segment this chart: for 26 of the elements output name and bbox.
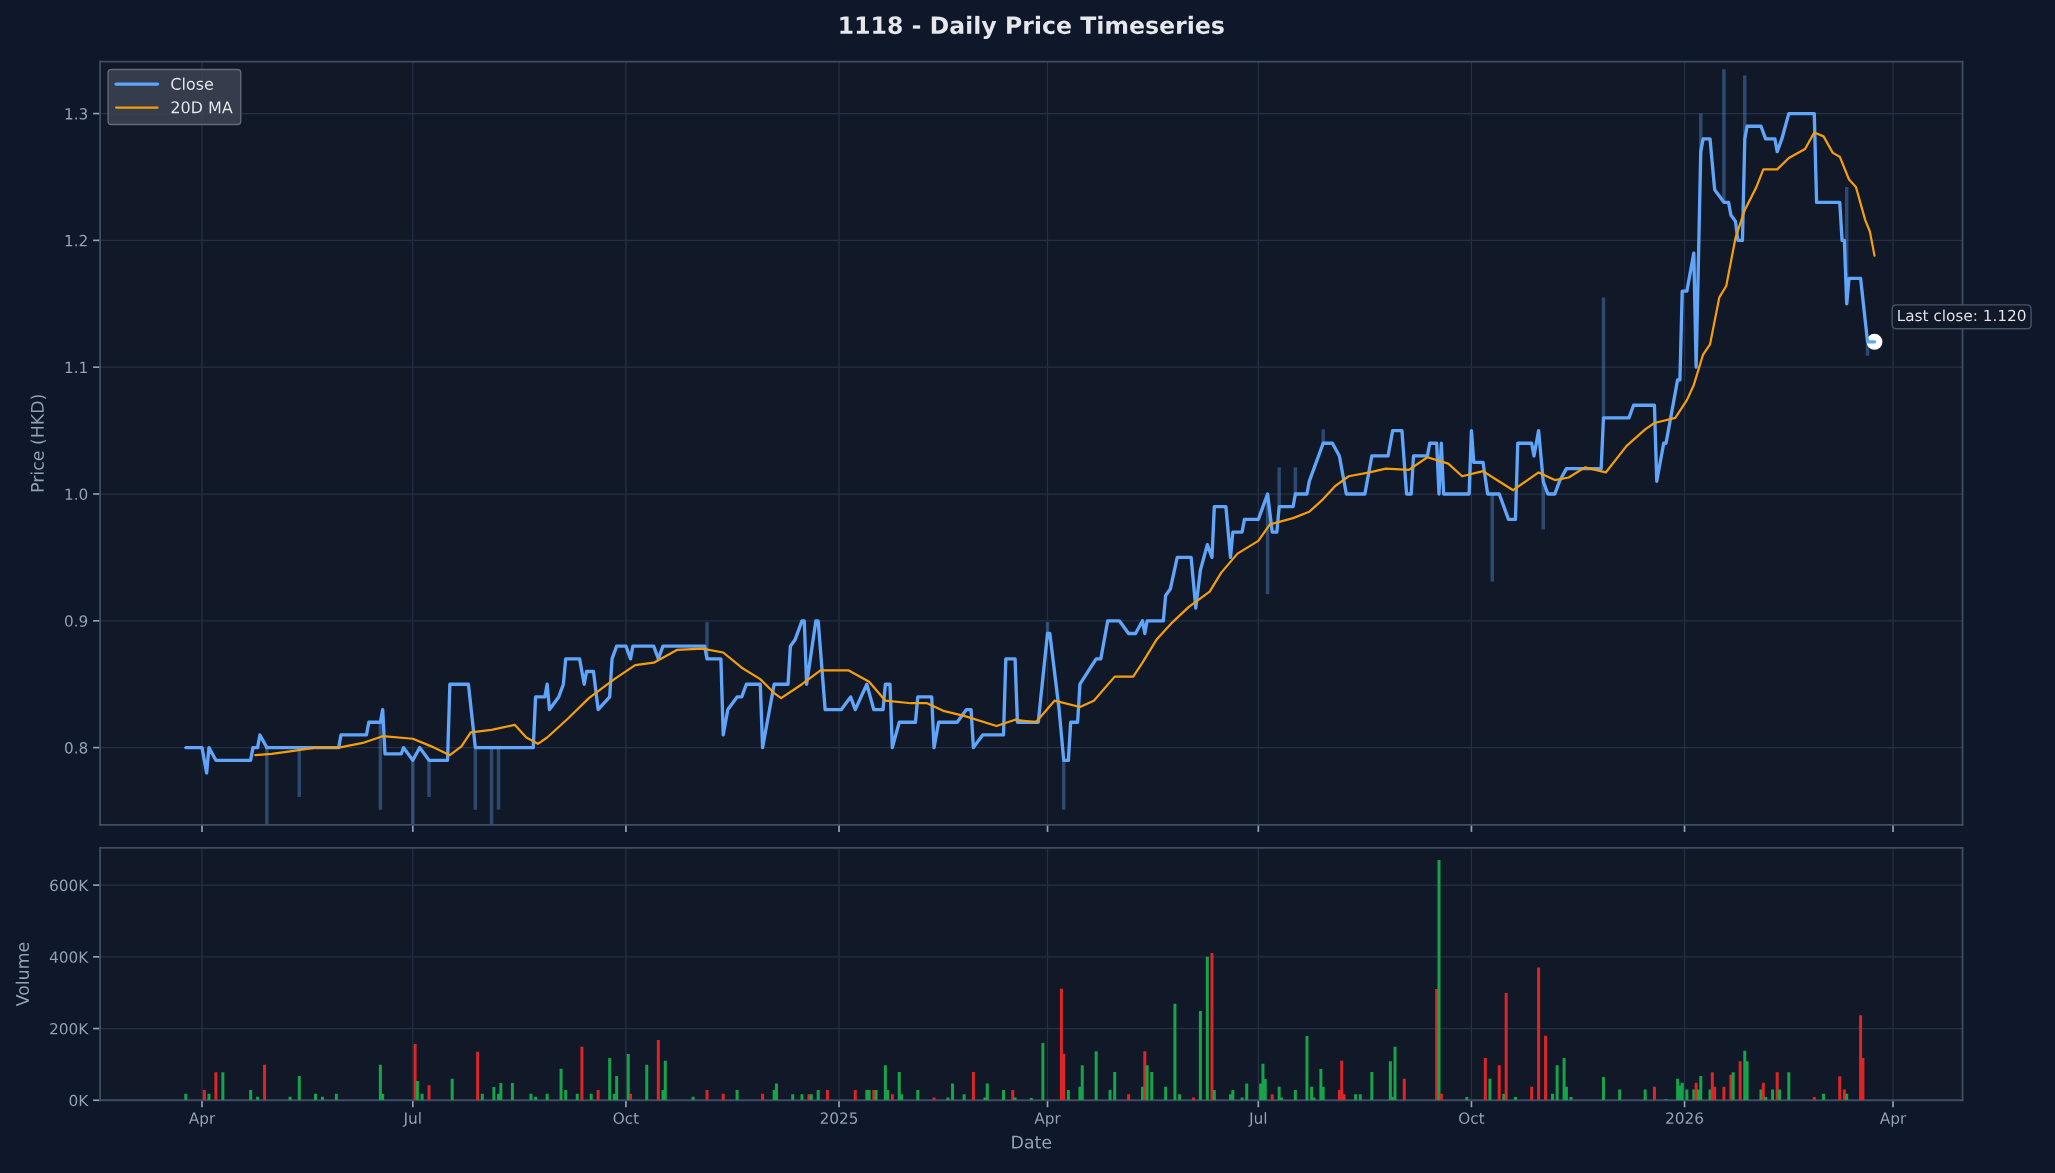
legend-label: Close: [171, 77, 214, 90]
y-tick-label: 1.3: [65, 108, 88, 120]
x-tick-label: Jul: [402, 1112, 421, 1127]
x-tick-label: Apr: [1879, 1112, 1907, 1127]
y-tick-label: 1.2: [65, 234, 87, 247]
x-tick-label: Oct: [613, 1112, 639, 1124]
y-tick-label: 0K: [69, 1094, 89, 1107]
x-axis-title: Date: [1012, 1135, 1052, 1149]
y-axis-title: Volume: [15, 942, 30, 1007]
chart-title: 1118 - Daily Price Timeseries: [840, 15, 1224, 39]
x-tick-label: Oct: [1459, 1112, 1485, 1124]
y-tick-label: 0.8: [64, 742, 88, 754]
x-tick-label: 2025: [820, 1112, 858, 1124]
y-axis-title: Price (HKD): [30, 395, 46, 492]
y-tick-label: 200K: [50, 1023, 89, 1035]
x-tick-label: Apr: [1034, 1112, 1061, 1127]
legend-label: 20D MA: [171, 101, 233, 114]
y-tick-label: 1.0: [65, 488, 88, 501]
y-tick-label: 1.1: [65, 361, 87, 373]
x-tick-label: Apr: [188, 1112, 216, 1127]
annotation: Last close: 1.120: [1898, 309, 2026, 322]
y-tick-label: 0.9: [64, 615, 88, 627]
y-tick-label: 400K: [49, 951, 89, 963]
x-tick-label: Jul: [1248, 1112, 1267, 1127]
y-tick-label: 600K: [50, 879, 89, 892]
x-tick-label: 2026: [1666, 1112, 1704, 1124]
